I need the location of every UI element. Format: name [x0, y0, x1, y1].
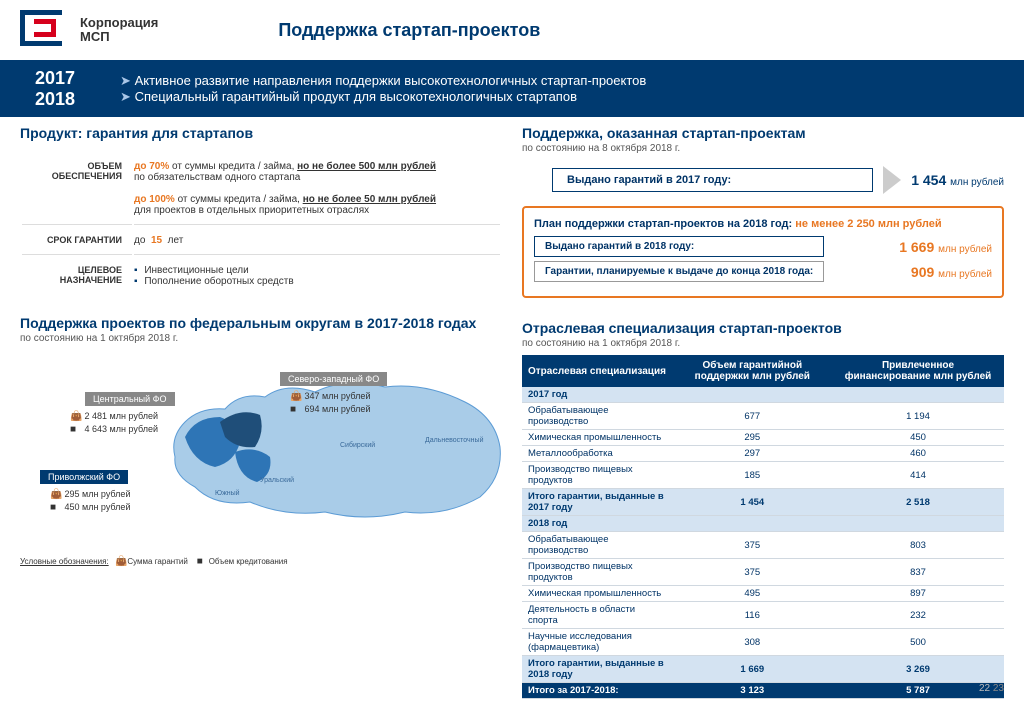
table-row: 2018 год — [522, 516, 1004, 532]
page-title: Поддержка стартап-проектов — [278, 20, 540, 41]
banner-years: 20172018 — [20, 68, 90, 109]
product-row-label: ОБЪЕМ ОБЕСПЕЧЕНИЯ — [22, 153, 132, 225]
region-data: 👜 2 481 млн рублей■ 4 643 млн рублей — [70, 410, 158, 436]
banner: 20172018 Активное развитие направления п… — [0, 60, 1024, 117]
logo-icon — [20, 10, 70, 50]
table-row: Химическая промышленность495897 — [522, 586, 1004, 602]
support-plan-box: План поддержки стартап-проектов на 2018 … — [522, 206, 1004, 298]
region-label: Центральный ФО — [85, 392, 175, 406]
banner-bullets: Активное развитие направления поддержки … — [120, 73, 646, 105]
table-header: Объем гарантийной поддержки млн рублей — [673, 355, 833, 387]
svg-text:Южный: Южный — [215, 489, 240, 497]
table-row: Металлообработка297460 — [522, 446, 1004, 462]
support-title: Поддержка, оказанная стартап-проектам — [522, 125, 1004, 141]
support-2017-label: Выдано гарантий в 2017 году: — [552, 168, 873, 192]
region-data: 👜 347 млн рублей■ 694 млн рублей — [290, 390, 370, 416]
table-row: Научные исследования (фармацевтика)30850… — [522, 629, 1004, 656]
support-2017-row: Выдано гарантий в 2017 году: 1 454 млн р… — [522, 166, 1004, 194]
product-title: Продукт: гарантия для стартапов — [20, 125, 502, 141]
map-legend: Условные обозначения: 👜Сумма гарантий ■О… — [20, 556, 502, 567]
map-sub: по состоянию на 1 октября 2018 г. — [20, 333, 502, 344]
support-2017-value: 1 454 млн рублей — [911, 172, 1004, 188]
svg-text:Сибирский: Сибирский — [340, 441, 375, 449]
region-label: Северо-западный ФО — [280, 372, 387, 386]
product-row-value: ▪ Инвестиционные цели▪ Пополнение оборот… — [134, 257, 500, 295]
logo-text: КорпорацияМСП — [80, 16, 158, 45]
support-2018-value: 1 669 млн рублей — [824, 239, 992, 255]
table-row: Обрабатывающее производство375803 — [522, 532, 1004, 559]
map-container: Сибирский Дальневосточный Уральский Южны… — [20, 352, 502, 552]
table-row: Производство пищевых продуктов185414 — [522, 462, 1004, 489]
product-row-label: СРОК ГАРАНТИИ — [22, 227, 132, 255]
product-row-value: до 70% от суммы кредита / займа, но не б… — [134, 153, 500, 225]
table-header: Привлеченное финансирование млн рублей — [832, 355, 1004, 387]
svg-text:Уральский: Уральский — [260, 476, 294, 484]
support-sub: по состоянию на 8 октября 2018 г. — [522, 143, 1004, 154]
support-remain-value: 909 млн рублей — [824, 264, 992, 280]
table-row: Итого за 2017-2018:3 1235 787 — [522, 683, 1004, 699]
table-row: Производство пищевых продуктов375837 — [522, 559, 1004, 586]
table-row: Деятельность в области спорта116232 — [522, 602, 1004, 629]
table-row: Итого гарантии, выданные в 2018 году1 66… — [522, 656, 1004, 683]
sector-title: Отраслевая специализация стартап-проекто… — [522, 320, 1004, 336]
plan-prefix: План поддержки стартап-проектов на 2018 … — [534, 218, 795, 230]
arrow-icon — [883, 166, 901, 194]
support-2018-label: Выдано гарантий в 2018 году: — [534, 236, 824, 257]
support-remain-label: Гарантии, планируемые к выдаче до конца … — [534, 261, 824, 282]
product-row-label: ЦЕЛЕВОЕ НАЗНАЧЕНИЕ — [22, 257, 132, 295]
table-row: Обрабатывающее производство6771 194 — [522, 403, 1004, 430]
page-number: 22 23 — [979, 683, 1004, 694]
table-row: Химическая промышленность295450 — [522, 430, 1004, 446]
header: КорпорацияМСП Поддержка стартап-проектов — [0, 0, 1024, 55]
region-label: Приволжский ФО — [40, 470, 128, 484]
map-title: Поддержка проектов по федеральным округа… — [20, 315, 502, 331]
region-data: 👜 295 млн рублей■ 450 млн рублей — [50, 488, 130, 514]
table-row: 2017 год — [522, 387, 1004, 403]
product-row-value: до 15 лет — [134, 227, 500, 255]
table-header: Отраслевая специализация — [522, 355, 673, 387]
svg-text:Дальневосточный: Дальневосточный — [425, 436, 484, 444]
table-row: Итого гарантии, выданные в 2017 году1 45… — [522, 489, 1004, 516]
product-table: ОБЪЕМ ОБЕСПЕЧЕНИЯдо 70% от суммы кредита… — [20, 151, 502, 297]
sector-sub: по состоянию на 1 октября 2018 г. — [522, 338, 1004, 349]
sector-table: Отраслевая специализацияОбъем гарантийно… — [522, 355, 1004, 699]
plan-highlight: не менее 2 250 млн рублей — [795, 218, 941, 230]
